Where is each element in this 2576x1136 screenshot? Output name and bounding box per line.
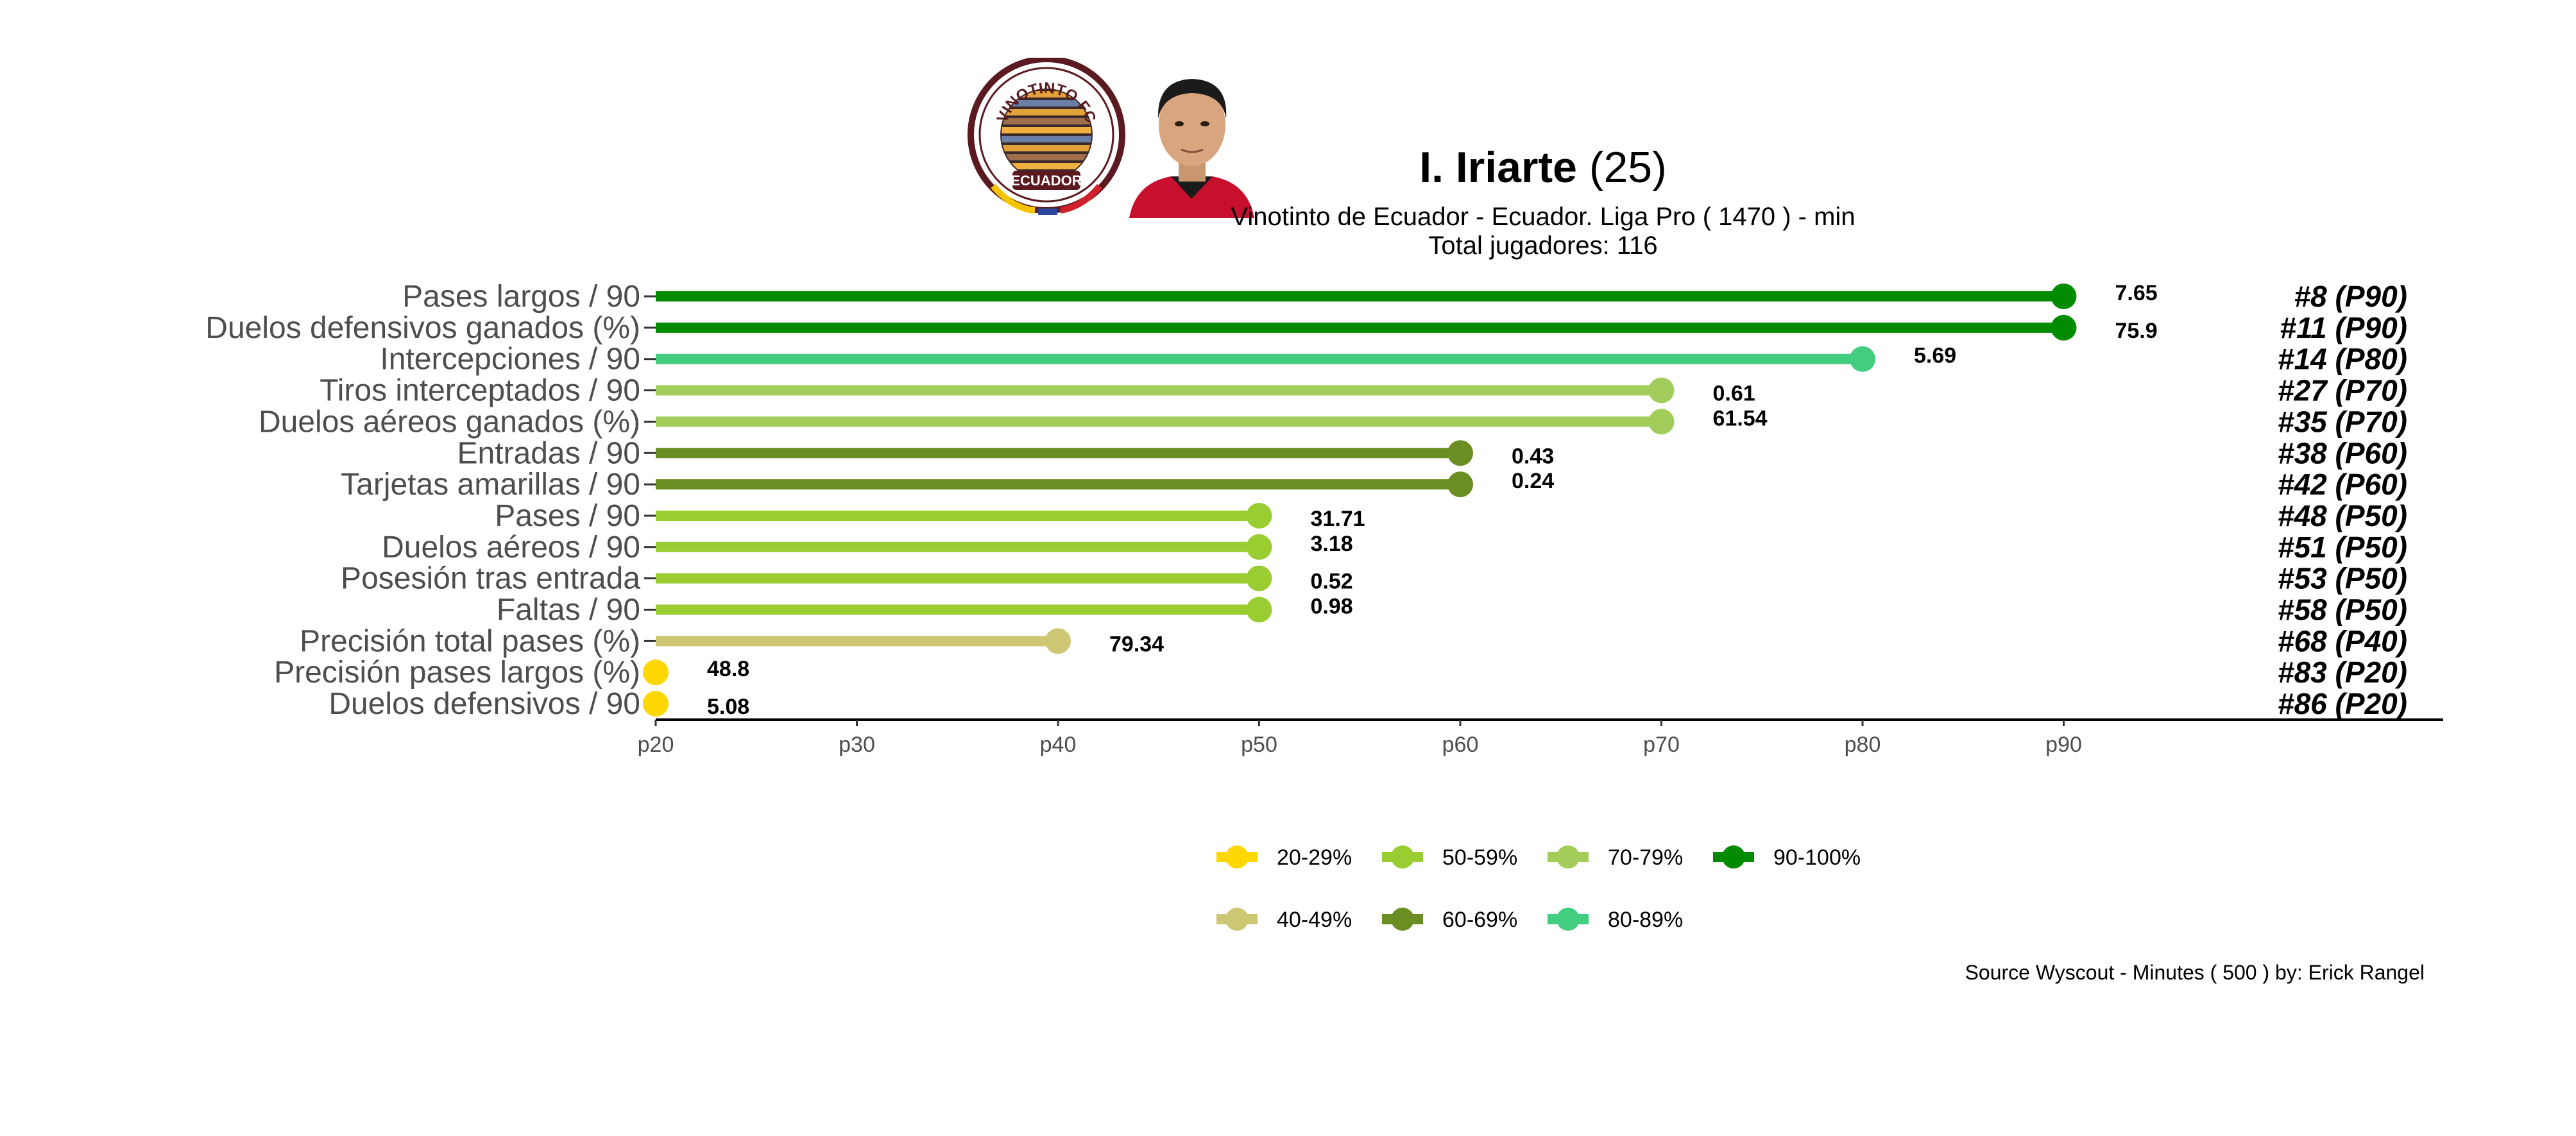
legend-label: 80-89%	[1608, 908, 1683, 932]
value-label: 0.43	[1512, 444, 1554, 468]
metric-label: Tiros interceptados / 90	[320, 374, 640, 408]
value-label: 79.34	[1109, 632, 1164, 656]
rank-label: #8 (P90)	[2294, 280, 2407, 313]
x-tick-label: p30	[839, 733, 875, 757]
lollipop-dot	[1648, 377, 1675, 403]
value-label: 48.8	[707, 657, 749, 681]
value-label: 5.69	[1914, 344, 1956, 368]
rank-label: #86 (P20)	[2278, 687, 2407, 720]
metric-label: Precisión pases largos (%)	[274, 656, 640, 690]
club-logo: VINOTINTO FC ECUADOR	[968, 56, 1125, 216]
rank-label: #68 (P40)	[2278, 624, 2407, 657]
legend-swatch-dot	[1391, 845, 1414, 869]
rank-label: #53 (P50)	[2278, 562, 2407, 595]
value-label: 31.71	[1311, 507, 1365, 531]
logo-text-bottom: ECUADOR	[1011, 173, 1082, 189]
rank-label: #58 (P50)	[2278, 593, 2407, 627]
lollipop-dot	[643, 691, 669, 717]
value-label: 61.54	[1713, 406, 1768, 430]
metric-label: Pases largos / 90	[402, 280, 640, 314]
value-label: 7.65	[2115, 281, 2158, 305]
x-tick-label: p50	[1241, 733, 1277, 757]
player-name: I. Iriarte	[1419, 143, 1577, 192]
player-age: (25)	[1589, 143, 1667, 192]
value-label: 5.08	[707, 695, 749, 719]
legend-label: 50-59%	[1442, 845, 1517, 870]
metric-label: Duelos aéreos ganados (%)	[259, 405, 640, 439]
legend-label: 90-100%	[1773, 845, 1861, 870]
x-tick-label: p70	[1643, 733, 1680, 757]
legend-label: 70-79%	[1608, 845, 1683, 870]
lollipop-dot	[1648, 409, 1675, 435]
rank-label: #51 (P50)	[2278, 530, 2407, 564]
metric-label: Faltas / 90	[497, 593, 640, 627]
metric-label: Duelos defensivos ganados (%)	[205, 311, 640, 345]
player-photo-icon	[1126, 55, 1258, 218]
lollipop-dot	[1246, 502, 1272, 529]
lollipop-dot	[2051, 284, 2077, 309]
lollipop-dot	[1246, 565, 1272, 591]
source-note: Source Wyscout - Minutes ( 500 ) by: Eri…	[1965, 961, 2425, 984]
metric-label: Pases / 90	[495, 499, 640, 533]
chart-title: I. Iriarte (25)	[1027, 142, 2060, 192]
legend-swatch-dot	[1225, 845, 1249, 869]
x-tick-label: p80	[1845, 733, 1881, 757]
rank-label: #27 (P70)	[2278, 374, 2407, 407]
value-label: 0.61	[1713, 382, 1755, 406]
value-label: 0.98	[1311, 595, 1353, 619]
metric-label: Intercepciones / 90	[380, 343, 640, 377]
rank-label: #11 (P90)	[2280, 311, 2407, 344]
metric-label: Tarjetas amarillas / 90	[341, 468, 640, 502]
legend-swatch-dot	[1557, 845, 1580, 869]
lollipop-dot	[1447, 471, 1473, 498]
lollipop-dot	[1045, 628, 1071, 654]
value-label: 0.24	[1512, 469, 1554, 493]
x-tick-label: p90	[2045, 733, 2082, 757]
legend-swatch-dot	[1557, 908, 1580, 931]
rank-label: #83 (P20)	[2278, 656, 2407, 689]
rank-label: #48 (P50)	[2278, 499, 2407, 532]
lollipop-dot	[1447, 440, 1473, 466]
legend-label: 40-49%	[1277, 908, 1352, 932]
value-label: 75.9	[2115, 319, 2158, 343]
lollipop-dot	[1246, 534, 1272, 560]
metric-label: Posesión tras entrada	[341, 562, 640, 596]
rank-label: #38 (P60)	[2278, 436, 2407, 470]
legend-label: 60-69%	[1442, 908, 1517, 932]
value-label: 0.52	[1311, 570, 1353, 594]
metric-label: Precisión total pases (%)	[300, 624, 640, 658]
legend-label: 20-29%	[1277, 845, 1352, 870]
metric-label: Entradas / 90	[457, 436, 640, 470]
rank-label: #42 (P60)	[2278, 468, 2407, 501]
lollipop-dot	[643, 659, 669, 686]
x-tick-label: p20	[638, 733, 674, 757]
player-photo	[1126, 55, 1258, 218]
lollipop-dot	[2051, 314, 2077, 341]
metric-label: Duelos aéreos / 90	[382, 530, 640, 564]
x-tick-label: p60	[1442, 733, 1479, 757]
lollipop-dot	[1850, 346, 1875, 372]
x-tick-label: p40	[1040, 733, 1077, 757]
rank-label: #35 (P70)	[2278, 405, 2407, 438]
legend-swatch-dot	[1391, 908, 1414, 931]
total-players: Total jugadores: 116	[1428, 232, 1658, 260]
chart-subtitle: Vinotinto de Ecuador - Ecuador. Liga Pro…	[1231, 203, 1855, 231]
value-label: 3.18	[1311, 532, 1353, 556]
legend-swatch-dot	[1722, 845, 1745, 869]
metric-label: Duelos defensivos / 90	[328, 687, 640, 721]
rank-label: #14 (P80)	[2278, 343, 2407, 376]
lollipop-dot	[1246, 597, 1272, 623]
legend-swatch-dot	[1225, 908, 1249, 931]
